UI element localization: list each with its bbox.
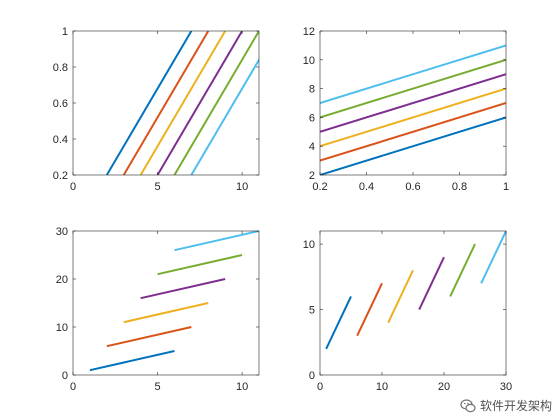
subplot-4: 0 10 20 30 0 5 10 bbox=[303, 230, 512, 393]
x-tick-label: 20 bbox=[438, 381, 450, 393]
y-tick-label: 5 bbox=[309, 305, 315, 317]
series-1-line bbox=[89, 350, 175, 372]
series-5-line bbox=[320, 58, 506, 119]
series-6-line bbox=[480, 231, 506, 284]
series-4-line bbox=[418, 256, 445, 310]
series-3-line bbox=[123, 302, 209, 324]
y-tick-label: 0.6 bbox=[53, 98, 68, 110]
y-tick-label: 10 bbox=[56, 322, 68, 334]
y-tick-label: 0.2 bbox=[53, 170, 68, 182]
series-5-line bbox=[449, 243, 476, 297]
watermark: 软件开发架构 bbox=[460, 397, 552, 414]
x-tick-label: 0.8 bbox=[452, 181, 467, 193]
y-tick-label: 20 bbox=[56, 274, 68, 286]
watermark-text: 软件开发架构 bbox=[479, 399, 552, 413]
x-tick-label: 5 bbox=[154, 181, 160, 193]
series-1-line bbox=[320, 116, 506, 175]
x-tick-label: 30 bbox=[500, 381, 512, 393]
x-tick-label: 0 bbox=[70, 381, 76, 393]
y-tick-label: 12 bbox=[303, 26, 315, 38]
y-tick-label: 10 bbox=[303, 239, 315, 251]
x-tick-label: 0 bbox=[70, 181, 76, 193]
subplot-1: 0 5 10 0.2 0.4 0.6 0.8 1 bbox=[53, 26, 260, 193]
series-4-line bbox=[320, 73, 506, 133]
x-tick-label: 5 bbox=[154, 381, 160, 393]
x-tick-label: 0.2 bbox=[312, 181, 327, 193]
series-5-line bbox=[157, 254, 243, 276]
series-4-line bbox=[156, 31, 243, 175]
series-1-line bbox=[105, 31, 193, 175]
y-tick-label: 6 bbox=[309, 112, 315, 124]
series-3-line bbox=[320, 87, 506, 148]
axes-box bbox=[72, 230, 260, 376]
series-2-line bbox=[122, 31, 210, 175]
axes-box bbox=[319, 230, 507, 376]
series-4-line bbox=[140, 278, 226, 300]
subplot-3: 0 5 10 0 10 20 30 bbox=[56, 226, 260, 393]
wechat-icon bbox=[460, 398, 476, 412]
series-2-line bbox=[356, 282, 383, 337]
y-tick-label: 0.4 bbox=[53, 134, 68, 146]
x-tick-label: 10 bbox=[376, 381, 388, 393]
series-6-line bbox=[174, 231, 259, 252]
series-1-line bbox=[325, 296, 352, 350]
x-tick-label: 1 bbox=[503, 181, 509, 193]
x-tick-label: 10 bbox=[236, 181, 248, 193]
series-6-line bbox=[320, 44, 506, 104]
y-tick-label: 0.8 bbox=[53, 62, 68, 74]
y-tick-label: 4 bbox=[309, 141, 315, 153]
y-tick-label: 2 bbox=[309, 170, 315, 182]
series-2-line bbox=[320, 102, 506, 162]
y-tick-label: 8 bbox=[309, 84, 315, 96]
y-tick-label: 0 bbox=[309, 370, 315, 382]
x-tick-label: 10 bbox=[236, 381, 248, 393]
y-tick-label: 30 bbox=[56, 226, 68, 238]
x-tick-label: 0.4 bbox=[359, 181, 374, 193]
y-tick-label: 10 bbox=[303, 55, 315, 67]
series-3-line bbox=[387, 269, 414, 324]
series-5-line bbox=[173, 31, 259, 175]
series-2-line bbox=[106, 326, 192, 348]
series-6-line bbox=[190, 57, 259, 175]
series-3-line bbox=[139, 31, 227, 175]
x-tick-label: 0.6 bbox=[405, 181, 420, 193]
y-tick-label: 1 bbox=[62, 26, 68, 38]
x-tick-label: 0 bbox=[317, 381, 323, 393]
y-tick-label: 0 bbox=[62, 370, 68, 382]
